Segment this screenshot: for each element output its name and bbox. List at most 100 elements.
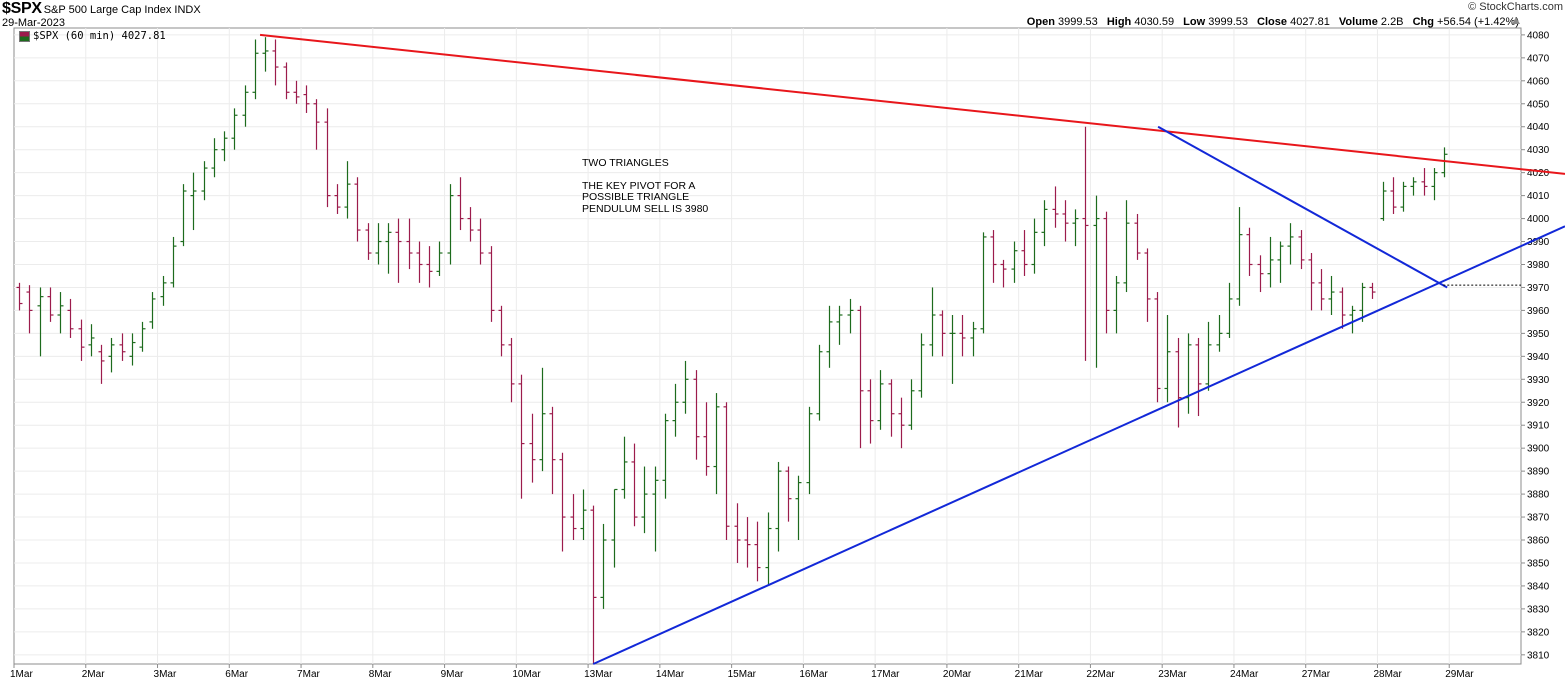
- ohlc-bar: [867, 379, 874, 444]
- plot-area: [13, 27, 1522, 665]
- legend-text: $SPX (60 min) 4027.81: [33, 30, 166, 42]
- ohlc-bar: [231, 108, 238, 150]
- chg-label: Chg: [1412, 16, 1434, 28]
- ohlc-bar: [1431, 168, 1438, 201]
- x-tick-label: 2Mar: [82, 669, 105, 680]
- y-tick-label: 4040: [1527, 122, 1550, 133]
- ohlc-bar: [847, 298, 854, 334]
- ohlc-bar: [1011, 241, 1018, 283]
- ohlc-bar: [334, 184, 341, 214]
- x-tick-label: 15Mar: [728, 669, 757, 680]
- x-tick-label: 9Mar: [441, 669, 464, 680]
- ohlc-bar: [529, 413, 536, 483]
- chart-annotation: TWO TRIANGLES THE KEY PIVOT FOR A POSSIB…: [582, 157, 708, 215]
- x-tick-label: 7Mar: [297, 669, 320, 680]
- y-tick-label: 4050: [1527, 99, 1550, 110]
- y-tick-label: 4030: [1527, 145, 1550, 156]
- ohlc-bar: [508, 337, 515, 403]
- ohlc-bar: [1134, 213, 1141, 260]
- ohlc-bar: [570, 494, 577, 541]
- ohlc-bar: [426, 246, 433, 288]
- annotation-line-1: THE KEY PIVOT FOR A: [582, 179, 696, 192]
- ohlc-bar: [1380, 181, 1387, 221]
- annotation-line-2: POSSIBLE TRIANGLE: [582, 191, 690, 203]
- ticker-symbol: $SPX: [2, 0, 42, 17]
- ohlc-bar: [447, 184, 454, 265]
- ohlc-bar: [57, 292, 64, 334]
- x-tick-label: 8Mar: [369, 669, 392, 680]
- ohlc-bar: [1236, 207, 1243, 306]
- ohlc-bar: [693, 370, 700, 460]
- y-tick-label: 4020: [1527, 168, 1550, 179]
- ohlc-bar: [908, 379, 915, 430]
- x-tick-label: 17Mar: [871, 669, 900, 680]
- volume-label: Volume: [1338, 16, 1378, 28]
- ohlc-bar: [365, 223, 372, 260]
- ohlc-bar: [703, 402, 710, 476]
- falling-trendline: [1157, 125, 1448, 289]
- y-tick-label: 3920: [1527, 398, 1550, 409]
- y-tick-label: 3830: [1527, 604, 1550, 615]
- ohlc-bar: [816, 344, 823, 421]
- ohlc-bar: [1277, 241, 1284, 283]
- ohlc-bar: [477, 218, 484, 265]
- ohlc-bar: [395, 218, 402, 283]
- x-tick-label: 27Mar: [1302, 669, 1331, 680]
- ohlc-bar: [672, 383, 679, 437]
- x-tick-label: 3Mar: [154, 669, 177, 680]
- ohlc-bar: [857, 305, 864, 449]
- brand-watermark: © StockCharts.com: [1468, 1, 1563, 13]
- ohlc-bar: [78, 319, 85, 361]
- ohlc-bar: [949, 315, 956, 384]
- ohlc-bar: [467, 207, 474, 242]
- ohlc-bar: [734, 503, 741, 563]
- ohlc-bar: [621, 436, 628, 499]
- ohlc-bar: [1205, 321, 1212, 391]
- x-tick-label: 24Mar: [1230, 669, 1259, 680]
- ohlc-bar: [416, 241, 423, 283]
- ohlc-bar: [1072, 209, 1079, 247]
- ohlc-summary: Open 3999.53 High 4030.59 Low 3999.53 Cl…: [1027, 16, 1519, 28]
- ohlc-bar: [272, 39, 279, 86]
- y-tick-label: 3960: [1527, 306, 1550, 317]
- y-tick-label: 4010: [1527, 191, 1550, 202]
- y-tick-label: 3970: [1527, 283, 1550, 294]
- y-tick-label: 3990: [1527, 237, 1550, 248]
- ohlc-bar: [1082, 126, 1089, 361]
- ohlc-bar: [47, 287, 54, 322]
- x-tick-label: 21Mar: [1015, 669, 1044, 680]
- y-tick-label: 4060: [1527, 76, 1550, 87]
- ohlc-bar: [765, 512, 772, 586]
- ohlc-bar: [929, 287, 936, 357]
- y-tick-label: 3890: [1527, 467, 1550, 478]
- ohlc-bar: [149, 292, 156, 329]
- ohlc-bar: [939, 310, 946, 357]
- ohlc-bar: [1041, 200, 1048, 247]
- ohlc-bar: [549, 406, 556, 495]
- ohlc-bar: [990, 230, 997, 283]
- ohlc-bar: [190, 172, 197, 231]
- ohlc-bar: [1103, 211, 1110, 334]
- y-tick-label: 3870: [1527, 513, 1550, 524]
- x-tick-label: 22Mar: [1086, 669, 1115, 680]
- ohlc-bar: [806, 406, 813, 495]
- ohlc-bar: [303, 85, 310, 113]
- x-tick-label: 14Mar: [656, 669, 685, 680]
- x-tick-label: 29Mar: [1445, 669, 1474, 680]
- ohlc-bar: [1021, 230, 1028, 276]
- ohlc-bar: [139, 321, 146, 352]
- ohlc-bar: [1308, 253, 1315, 311]
- ohlc-bar: [1400, 181, 1407, 212]
- y-tick-label: 3820: [1527, 627, 1550, 638]
- ohlc-bar: [713, 393, 720, 495]
- ohlc-bar: [211, 138, 218, 178]
- ohlc-bar: [354, 177, 361, 242]
- low-label: Low: [1183, 16, 1206, 28]
- ohlc-bar: [682, 360, 689, 414]
- y-tick-label: 3840: [1527, 581, 1550, 592]
- ohlc-bar: [1246, 227, 1253, 276]
- ohlc-bar: [1359, 282, 1366, 322]
- ohlc-bar: [1062, 200, 1069, 242]
- ohlc-bar: [16, 282, 23, 311]
- rising-trendline: [592, 225, 1565, 665]
